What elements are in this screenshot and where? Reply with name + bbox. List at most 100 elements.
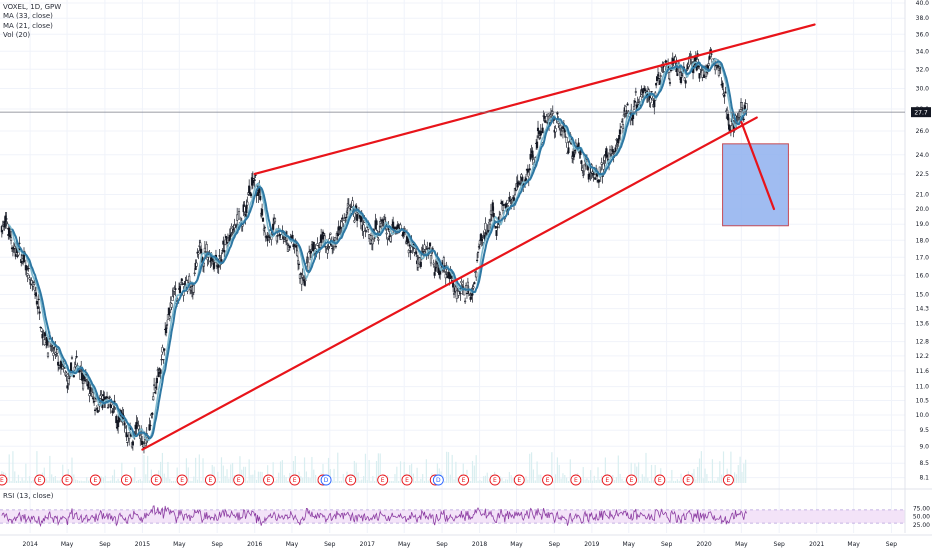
candle-body <box>236 214 239 221</box>
candle-body <box>543 115 546 119</box>
earnings-marker <box>570 474 582 486</box>
volume-bar <box>416 467 418 483</box>
candle-body <box>371 238 374 245</box>
trendlines[interactable] <box>141 23 816 451</box>
candle-body <box>280 234 283 240</box>
earnings-marker-label: E <box>38 477 42 484</box>
candle-body <box>380 223 383 227</box>
price-tick-label: 12.8 <box>916 339 930 346</box>
candle-body <box>8 227 11 236</box>
candle-body <box>389 236 392 242</box>
volume-bar <box>713 480 715 483</box>
candle-body <box>408 244 411 247</box>
candle-body <box>329 232 332 235</box>
candle-body <box>560 134 563 136</box>
candle-body <box>125 432 128 438</box>
candle-body <box>56 349 59 354</box>
candle-body <box>139 435 142 439</box>
volume-bar <box>462 463 464 483</box>
candle-body <box>275 235 278 242</box>
candle-body <box>115 416 118 424</box>
candle-body <box>556 112 559 115</box>
volume-bar <box>451 454 453 483</box>
time-tick-label: May <box>510 541 523 548</box>
candle-body <box>206 257 209 261</box>
candle-body <box>701 70 704 78</box>
candle-body <box>222 240 225 245</box>
volume-bar <box>457 477 459 483</box>
volume-bar <box>309 478 311 483</box>
volume-bar <box>379 453 381 483</box>
volume-bar <box>669 480 671 483</box>
volume-bar <box>446 451 448 483</box>
candle-body <box>295 245 298 248</box>
volume-bar <box>423 480 426 483</box>
candle-body <box>365 230 368 232</box>
candle-body <box>142 443 146 448</box>
candle-body <box>462 286 465 288</box>
candle-body <box>123 422 126 426</box>
candle-body <box>253 179 256 181</box>
volume-bar <box>117 478 119 483</box>
time-tick-label: May <box>173 541 186 548</box>
candle-body <box>266 238 269 242</box>
volume-bar <box>278 472 280 483</box>
candle-body <box>245 204 248 213</box>
volume-bar <box>228 478 230 483</box>
candle-body <box>393 227 397 230</box>
candle-body <box>403 232 406 234</box>
candle-body <box>282 237 285 239</box>
volume-bar <box>403 461 405 483</box>
price-tick-label: 15.0 <box>916 291 930 298</box>
candle-body <box>739 111 742 117</box>
time-tick-label: 2021 <box>809 541 824 548</box>
rsi-tick-label: 50.00 <box>913 514 930 521</box>
target-zone-box[interactable] <box>722 143 789 227</box>
time-tick-label: Sep <box>886 541 898 548</box>
earnings-marker-label: E <box>154 477 158 484</box>
candle-body <box>740 102 744 108</box>
volume-bar <box>84 480 86 483</box>
volume-bar <box>78 480 80 483</box>
candle-body <box>434 266 437 272</box>
candle-body <box>283 239 286 242</box>
candle-body <box>653 100 656 108</box>
volume-bar <box>536 461 538 483</box>
volume-bar <box>73 474 75 483</box>
candle-body <box>698 73 701 79</box>
candle-body <box>619 129 622 135</box>
volume-bar <box>588 480 590 483</box>
volume-bar <box>219 480 221 483</box>
candle-body <box>247 192 250 195</box>
volume-bar <box>743 463 745 483</box>
candle-body <box>100 394 103 397</box>
volume-bar <box>506 479 509 483</box>
volume-bar <box>554 474 557 483</box>
time-axis[interactable]: 2014 May Sep 2015 May Sep 2016 May Sep 2017 May Sep… <box>0 534 932 548</box>
candle-body <box>152 396 155 401</box>
candle-body <box>618 135 621 140</box>
candle-body <box>633 100 636 103</box>
volume-bar <box>211 464 213 483</box>
candle-body <box>174 288 177 290</box>
candle-body <box>724 91 727 94</box>
time-tick-label: 2020 <box>696 541 711 548</box>
candle-body <box>714 65 717 71</box>
candle-body <box>559 124 562 129</box>
legend-symbol: VOXEL, 1D, GPW <box>3 3 62 11</box>
volume-bar <box>366 480 368 483</box>
time-tick-label: 2015 <box>135 541 150 548</box>
candle-body <box>537 130 540 135</box>
candle-body <box>57 361 60 366</box>
rsi-tick-label: 25.00 <box>913 522 930 529</box>
price-axis[interactable]: 40.038.036.034.032.030.028.026.024.022.5… <box>904 0 930 533</box>
candle-body <box>489 210 493 215</box>
candle-body <box>66 385 69 389</box>
price-tick-label: 38.0 <box>916 15 930 22</box>
volume-bar <box>709 480 712 483</box>
candle-body <box>496 226 499 229</box>
volume-bar <box>638 462 640 483</box>
candle-body <box>149 425 152 427</box>
